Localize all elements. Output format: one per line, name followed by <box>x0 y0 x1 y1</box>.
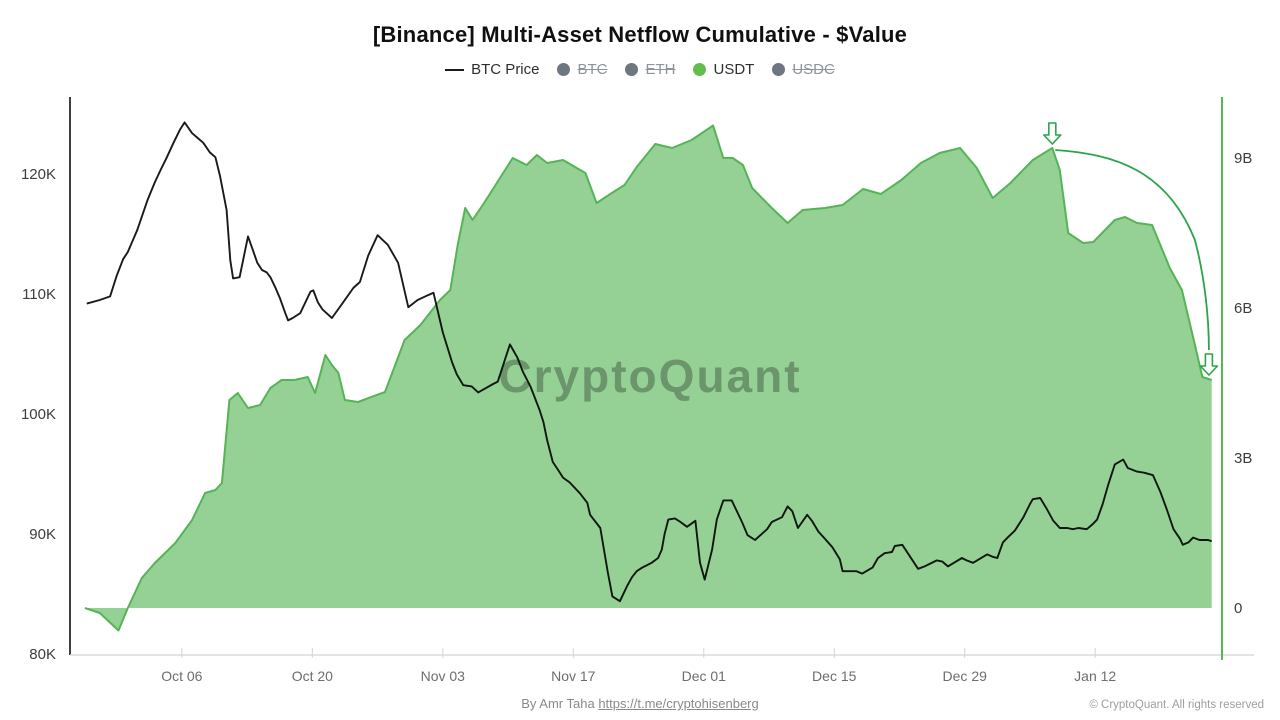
legend-eth-label: ETH <box>645 61 676 78</box>
legend-btc-swatch-icon <box>557 63 571 76</box>
legend-btc-label: BTC <box>577 61 608 78</box>
y-right-tick-label: 6B <box>1234 300 1252 317</box>
usdt-area-group <box>84 124 1213 632</box>
annotation-arrow-end-icon <box>1199 353 1219 376</box>
usdt-area <box>84 125 1212 631</box>
x-tick-label: Nov 17 <box>551 668 596 684</box>
usdt-area-edge <box>84 124 1213 632</box>
legend-item-btc[interactable]: BTC <box>557 61 607 78</box>
axes-group: 120K 110K 100K 90K 80K 9B 6B 3B 0 Oct 06 Oct 20 Nov… <box>21 97 1254 684</box>
x-tick-label: Jan 12 <box>1074 668 1116 684</box>
y-right-tick-label: 9B <box>1234 150 1252 167</box>
chart-title: [Binance] Multi-Asset Netflow Cumulative… <box>372 22 908 47</box>
y-left-tick-label: 120K <box>21 166 56 183</box>
y-left-tick-label: 100K <box>21 406 56 423</box>
annotation-curve <box>1055 149 1210 351</box>
credit-author: By Amr Taha <box>521 696 595 711</box>
legend-item-btc-price[interactable]: BTC Price <box>445 61 539 78</box>
legend-item-eth[interactable]: ETH <box>625 61 675 78</box>
y-left-tick-label: 110K <box>22 286 56 303</box>
legend-item-usdt[interactable]: USDT <box>693 61 754 78</box>
credit-line: By Amr Taha https://t.me/cryptohisenberg <box>0 696 1280 711</box>
legend: BTC Price BTC ETH USDT USDC <box>0 61 1280 78</box>
legend-usdc-label: USDC <box>792 61 835 78</box>
x-tick-label: Oct 20 <box>292 668 333 684</box>
x-tick-label: Dec 29 <box>943 668 988 684</box>
x-tick-label: Dec 15 <box>812 668 857 684</box>
copyright-notice: © CryptoQuant. All rights reserved <box>1083 699 1264 711</box>
legend-item-usdc[interactable]: USDC <box>772 61 835 78</box>
y-left-tick-label: 80K <box>29 646 56 663</box>
y-left-tick-label: 90K <box>29 526 56 543</box>
y-right-tick-label: 0 <box>1234 600 1242 617</box>
legend-btc-price-swatch-icon <box>445 68 465 71</box>
legend-btc-price-label: BTC Price <box>471 61 540 78</box>
legend-usdt-label: USDT <box>713 61 755 78</box>
x-tick-label: Dec 01 <box>682 668 727 684</box>
annotation-arrow-top-icon <box>1043 122 1062 145</box>
y-right-tick-label: 3B <box>1234 450 1252 467</box>
legend-usdt-swatch-icon <box>693 63 707 76</box>
legend-usdc-swatch-icon <box>772 63 786 76</box>
x-tick-label: Oct 06 <box>161 668 202 684</box>
legend-eth-swatch-icon <box>625 63 639 76</box>
annotation-group <box>1043 122 1219 376</box>
x-tick-label: Nov 03 <box>421 668 466 684</box>
credit-link[interactable]: https://t.me/cryptohisenberg <box>598 696 759 711</box>
